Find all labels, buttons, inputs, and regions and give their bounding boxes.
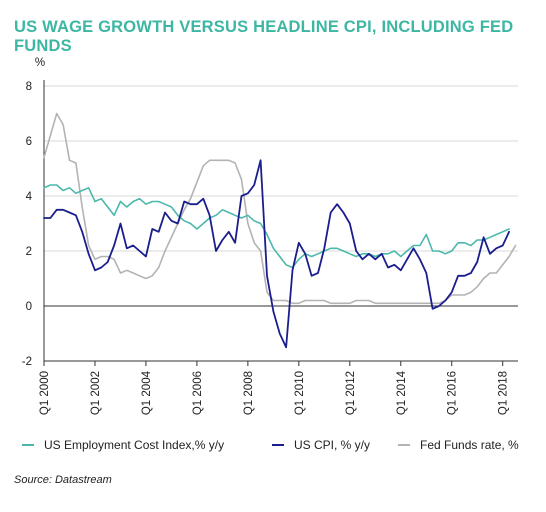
x-tick-label-2016: Q1 2016 <box>447 371 459 415</box>
y-tick-label-8: 8 <box>26 81 32 93</box>
legend: US Employment Cost Index,% y/y US CPI, %… <box>14 438 534 456</box>
legend-swatch-fed <box>398 444 410 446</box>
source-note: Source: Datastream <box>14 474 112 486</box>
y-axis-unit: % <box>35 57 45 69</box>
series-line-eci <box>43 184 510 269</box>
legend-label-cpi: US CPI, % y/y <box>294 438 371 452</box>
y-tick-label-6: 6 <box>26 136 32 148</box>
x-tick-label-2014: Q1 2014 <box>396 370 408 415</box>
legend-label-fed: Fed Funds rate, % <box>420 438 519 452</box>
y-tick-label-0: 0 <box>26 301 32 313</box>
x-tick-label-2008: Q1 2008 <box>243 371 255 415</box>
x-tick-label-2006: Q1 2006 <box>192 371 204 415</box>
x-tick-label-2012: Q1 2012 <box>345 371 357 415</box>
x-tick-label-2010: Q1 2010 <box>294 371 306 415</box>
x-tick-label-2004: Q1 2004 <box>141 370 153 415</box>
y-tick-label--2: -2 <box>22 356 32 368</box>
y-tick-label-2: 2 <box>26 246 32 258</box>
y-tick-label-4: 4 <box>26 191 33 203</box>
x-tick-label-2000: Q1 2000 <box>39 371 51 415</box>
chart-title: US WAGE GROWTH VERSUS HEADLINE CPI, INCL… <box>14 18 514 55</box>
x-tick-label-2018: Q1 2018 <box>498 371 510 415</box>
line-chart: % -2 0 2 4 6 8 Q1 2000 Q1 2002 Q1 2004 Q1 2006 Q1 2… <box>22 57 518 415</box>
legend-item-cpi: US CPI, % y/y <box>272 438 370 452</box>
legend-item-eci: US Employment Cost Index,% y/y <box>22 438 224 452</box>
x-tick-label-2002: Q1 2002 <box>90 371 102 415</box>
legend-item-fed: Fed Funds rate, % <box>398 438 519 452</box>
series-line-cpi <box>43 159 510 349</box>
series-line-fed <box>43 112 517 305</box>
legend-swatch-cpi <box>272 444 284 446</box>
legend-swatch-eci <box>22 444 34 446</box>
legend-label-eci: US Employment Cost Index,% y/y <box>44 438 225 452</box>
